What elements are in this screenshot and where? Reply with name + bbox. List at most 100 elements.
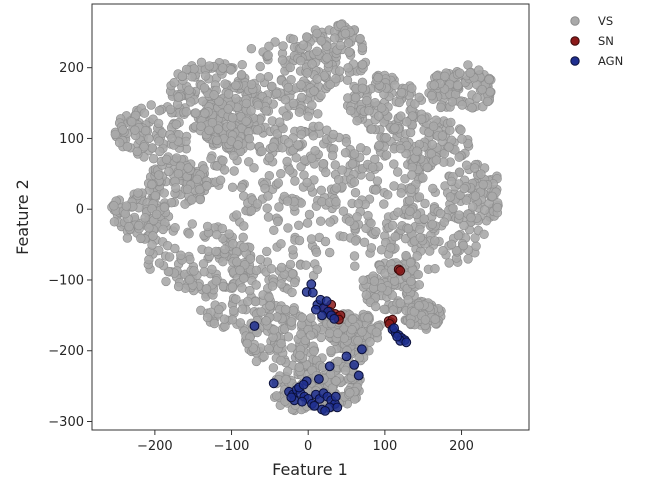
- vs-point: [451, 245, 462, 256]
- sn-point: [395, 265, 406, 276]
- vs-point: [371, 301, 381, 312]
- agn-point: [330, 391, 341, 402]
- agn-point: [249, 321, 260, 331]
- vs-point: [255, 61, 265, 72]
- vs-point: [244, 134, 255, 144]
- vs-point: [121, 201, 132, 211]
- vs-point: [132, 146, 142, 157]
- vs-point: [372, 176, 383, 186]
- vs-point: [276, 239, 286, 249]
- vs-point: [440, 71, 450, 82]
- vs-point: [296, 129, 307, 140]
- vs-point: [246, 79, 257, 90]
- vs-point: [302, 68, 312, 78]
- vs-point: [136, 233, 146, 244]
- vs-point: [427, 139, 437, 150]
- vs-point: [383, 190, 393, 200]
- vs-point: [376, 245, 387, 255]
- agn-point: [286, 392, 297, 403]
- vs-point: [272, 88, 282, 99]
- agn-point: [353, 370, 364, 381]
- vs-point: [170, 223, 180, 233]
- vs-point: [262, 203, 272, 213]
- vs-point: [239, 273, 249, 283]
- vs-point: [288, 245, 298, 255]
- vs-point: [204, 125, 214, 136]
- legend-marker-agn: [570, 56, 580, 66]
- vs-point: [359, 237, 370, 248]
- vs-point: [154, 105, 165, 116]
- vs-point: [331, 197, 341, 207]
- vs-point: [350, 188, 361, 198]
- vs-point: [403, 224, 414, 234]
- vs-point: [246, 206, 257, 216]
- vs-point: [154, 170, 164, 180]
- vs-point: [187, 72, 197, 82]
- vs-point: [420, 198, 430, 209]
- vs-point: [237, 59, 247, 70]
- vs-point: [291, 153, 301, 163]
- vs-point: [281, 374, 291, 385]
- vs-point: [285, 259, 296, 270]
- vs-point: [325, 79, 335, 90]
- vs-point: [271, 391, 282, 401]
- vs-point: [302, 177, 312, 188]
- vs-point: [401, 250, 411, 261]
- vs-point: [211, 276, 221, 286]
- vs-point: [371, 226, 381, 237]
- vs-point: [206, 154, 216, 164]
- vs-point: [218, 155, 228, 166]
- vs-point: [312, 46, 322, 56]
- vs-point: [302, 218, 313, 228]
- vs-point: [417, 114, 427, 124]
- vs-point: [306, 330, 316, 340]
- vs-point: [365, 337, 375, 347]
- vs-point: [439, 217, 449, 227]
- vs-point: [140, 213, 150, 223]
- vs-point: [228, 112, 238, 123]
- vs-point: [217, 223, 228, 234]
- vs-point: [229, 166, 239, 176]
- vs-point: [110, 129, 121, 140]
- vs-point: [146, 100, 156, 110]
- vs-point: [232, 257, 242, 267]
- vs-point: [283, 366, 293, 376]
- vs-point: [322, 53, 332, 63]
- vs-point: [259, 351, 269, 362]
- vs-point: [470, 191, 481, 201]
- vs-point: [134, 220, 144, 231]
- vs-point: [406, 276, 416, 286]
- vs-point: [198, 259, 209, 269]
- vs-point: [350, 261, 360, 271]
- vs-point: [476, 169, 486, 179]
- vs-point: [218, 257, 228, 267]
- vs-point: [352, 116, 362, 126]
- vs-point: [264, 41, 274, 51]
- vs-point: [139, 142, 149, 152]
- vs-point: [144, 223, 154, 233]
- vs-point: [209, 90, 219, 100]
- vs-point: [251, 265, 262, 276]
- vs-point: [237, 283, 247, 293]
- vs-point: [196, 121, 206, 132]
- vs-point: [154, 258, 165, 268]
- vs-point: [164, 252, 175, 262]
- vs-point: [457, 134, 467, 144]
- vs-point: [147, 179, 157, 190]
- vs-point: [405, 258, 416, 268]
- vs-point: [202, 181, 212, 191]
- vs-point: [357, 59, 368, 70]
- agn-point: [332, 402, 343, 413]
- vs-point: [261, 106, 271, 116]
- x-tick-label: 0: [304, 439, 312, 454]
- vs-point: [309, 346, 319, 356]
- vs-point: [114, 138, 125, 148]
- vs-point: [414, 92, 424, 103]
- legend-marker-vs: [570, 16, 580, 26]
- vs-point: [253, 100, 263, 110]
- vs-point: [333, 356, 343, 366]
- vs-point: [181, 136, 191, 147]
- vs-point: [345, 388, 355, 398]
- agn-point: [329, 314, 340, 324]
